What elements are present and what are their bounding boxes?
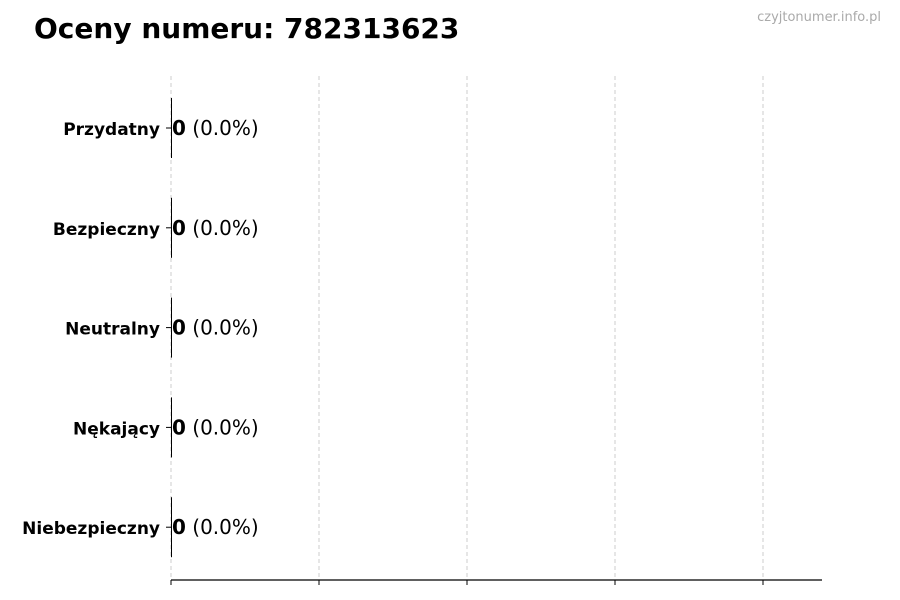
data-label: 0 (0.0%) bbox=[172, 415, 259, 439]
bar bbox=[171, 297, 172, 358]
data-label-percent: (0.0%) bbox=[186, 316, 259, 340]
chart-title: Oceny numeru: 782313623 bbox=[34, 12, 460, 45]
data-label: 0 (0.0%) bbox=[172, 116, 259, 140]
data-label: 0 (0.0%) bbox=[172, 515, 259, 539]
y-tick-label: Bezpieczny bbox=[53, 220, 160, 240]
bar bbox=[171, 98, 172, 158]
bar bbox=[171, 397, 172, 458]
data-label-percent: (0.0%) bbox=[186, 116, 259, 140]
data-label: 0 (0.0%) bbox=[172, 316, 259, 340]
data-label-percent: (0.0%) bbox=[186, 216, 259, 240]
data-label-count: 0 bbox=[172, 116, 186, 140]
y-tick-label: Przydatny bbox=[63, 120, 160, 140]
data-label-count: 0 bbox=[172, 216, 186, 240]
data-label-count: 0 bbox=[172, 316, 186, 340]
y-tick-label: Niebezpieczny bbox=[22, 519, 160, 539]
data-label-percent: (0.0%) bbox=[186, 415, 259, 439]
bar bbox=[171, 497, 172, 558]
y-tick-label: Neutralny bbox=[65, 320, 160, 340]
bar bbox=[171, 197, 172, 258]
data-label: 0 (0.0%) bbox=[172, 216, 259, 240]
y-tick-label: Nękający bbox=[73, 419, 160, 439]
data-label-count: 0 bbox=[172, 415, 186, 439]
watermark: czyjtonumer.info.pl bbox=[757, 10, 881, 25]
data-label-percent: (0.0%) bbox=[186, 515, 259, 539]
data-label-count: 0 bbox=[172, 515, 186, 539]
